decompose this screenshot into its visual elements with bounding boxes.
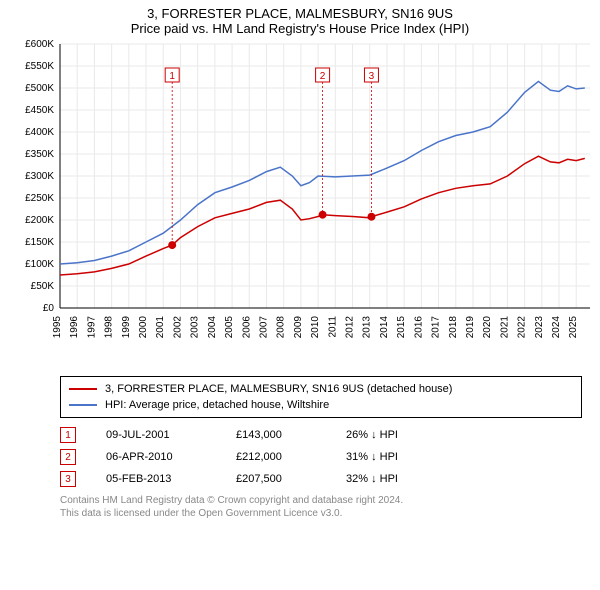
legend-label: HPI: Average price, detached house, Wilt… bbox=[105, 399, 329, 411]
y-tick-label: £500K bbox=[25, 83, 54, 94]
x-tick-label: 2009 bbox=[293, 316, 304, 339]
x-tick-label: 1995 bbox=[52, 316, 63, 339]
titles: 3, FORRESTER PLACE, MALMESBURY, SN16 9US… bbox=[0, 0, 600, 38]
x-tick-label: 2024 bbox=[551, 316, 562, 339]
x-tick-label: 2004 bbox=[207, 316, 218, 339]
x-tick-label: 2006 bbox=[241, 316, 252, 339]
y-tick-label: £200K bbox=[25, 215, 54, 226]
y-tick-label: £350K bbox=[25, 149, 54, 160]
legend: 3, FORRESTER PLACE, MALMESBURY, SN16 9US… bbox=[60, 376, 582, 418]
sales-table: 1 09-JUL-2001 £143,000 26% ↓ HPI 2 06-APR-201… bbox=[60, 424, 582, 490]
x-tick-label: 2022 bbox=[517, 316, 528, 339]
marker-number: 3 bbox=[369, 71, 375, 82]
x-tick-label: 2011 bbox=[327, 316, 338, 338]
sale-marker-box: 2 bbox=[60, 449, 76, 465]
sale-price: £207,500 bbox=[236, 473, 316, 485]
x-tick-label: 2012 bbox=[345, 316, 356, 339]
chart: £0 £50K £100K £150K £200K £250K £300K £350K £400… bbox=[0, 38, 600, 368]
x-tick-label: 2007 bbox=[258, 316, 269, 339]
x-tick-label: 2018 bbox=[448, 316, 459, 339]
marker-number: 2 bbox=[320, 71, 326, 82]
x-tick-label: 1996 bbox=[69, 316, 80, 339]
chart-svg: £0 £50K £100K £150K £200K £250K £300K £350K £400… bbox=[0, 38, 600, 368]
sale-diff: 31% ↓ HPI bbox=[346, 451, 436, 463]
legend-swatch bbox=[69, 404, 97, 406]
x-tick-label: 2002 bbox=[172, 316, 183, 339]
x-tick-label: 2005 bbox=[224, 316, 235, 339]
legend-label: 3, FORRESTER PLACE, MALMESBURY, SN16 9US… bbox=[105, 383, 452, 395]
y-tick-label: £450K bbox=[25, 105, 54, 116]
marker-dot bbox=[367, 213, 375, 221]
sale-price: £212,000 bbox=[236, 451, 316, 463]
x-tick-label: 2003 bbox=[190, 316, 201, 339]
x-tick-label: 2021 bbox=[499, 316, 510, 339]
legend-swatch bbox=[69, 388, 97, 390]
legend-row: 3, FORRESTER PLACE, MALMESBURY, SN16 9US… bbox=[69, 381, 573, 397]
x-tick-label: 2013 bbox=[362, 316, 373, 339]
x-tick-label: 2023 bbox=[534, 316, 545, 339]
sale-marker-box: 1 bbox=[60, 427, 76, 443]
x-tick-label: 1997 bbox=[86, 316, 97, 339]
sale-price: £143,000 bbox=[236, 429, 316, 441]
footer-line2: This data is licensed under the Open Gov… bbox=[60, 507, 582, 520]
x-tick-label: 1998 bbox=[104, 316, 115, 339]
footer-line1: Contains HM Land Registry data © Crown c… bbox=[60, 494, 582, 507]
x-tick-label: 2017 bbox=[431, 316, 442, 339]
sale-marker-box: 3 bbox=[60, 471, 76, 487]
y-tick-label: £400K bbox=[25, 127, 54, 138]
x-tick-label: 2020 bbox=[482, 316, 493, 339]
y-tick-label: £300K bbox=[25, 171, 54, 182]
x-tick-label: 2019 bbox=[465, 316, 476, 339]
title-address: 3, FORRESTER PLACE, MALMESBURY, SN16 9US bbox=[0, 6, 600, 21]
footer-attribution: Contains HM Land Registry data © Crown c… bbox=[60, 494, 582, 520]
x-tick-label: 2000 bbox=[138, 316, 149, 339]
marker-dot bbox=[319, 211, 327, 219]
y-tick-label: £150K bbox=[25, 237, 54, 248]
y-tick-label: £0 bbox=[43, 303, 55, 314]
y-tick-label: £600K bbox=[25, 39, 54, 50]
title-subtitle: Price paid vs. HM Land Registry's House … bbox=[0, 21, 600, 36]
x-tick-label: 2025 bbox=[568, 316, 579, 339]
sale-diff: 32% ↓ HPI bbox=[346, 473, 436, 485]
sale-row: 2 06-APR-2010 £212,000 31% ↓ HPI bbox=[60, 446, 582, 468]
sale-date: 05-FEB-2013 bbox=[106, 473, 206, 485]
y-tick-label: £550K bbox=[25, 61, 54, 72]
sale-row: 1 09-JUL-2001 £143,000 26% ↓ HPI bbox=[60, 424, 582, 446]
sale-diff: 26% ↓ HPI bbox=[346, 429, 436, 441]
marker-number: 1 bbox=[169, 71, 175, 82]
x-tick-label: 1999 bbox=[121, 316, 132, 339]
x-tick-label: 2001 bbox=[155, 316, 166, 339]
y-tick-label: £100K bbox=[25, 259, 54, 270]
x-tick-label: 2016 bbox=[413, 316, 424, 339]
x-tick-label: 2015 bbox=[396, 316, 407, 339]
x-tick-label: 2014 bbox=[379, 316, 390, 339]
y-tick-label: £50K bbox=[31, 281, 55, 292]
chart-container: 3, FORRESTER PLACE, MALMESBURY, SN16 9US… bbox=[0, 0, 600, 520]
marker-dot bbox=[168, 241, 176, 249]
legend-row: HPI: Average price, detached house, Wilt… bbox=[69, 397, 573, 413]
y-tick-label: £250K bbox=[25, 193, 54, 204]
sale-row: 3 05-FEB-2013 £207,500 32% ↓ HPI bbox=[60, 468, 582, 490]
sale-date: 06-APR-2010 bbox=[106, 451, 206, 463]
x-tick-label: 2010 bbox=[310, 316, 321, 339]
x-tick-label: 2008 bbox=[276, 316, 287, 339]
sale-date: 09-JUL-2001 bbox=[106, 429, 206, 441]
